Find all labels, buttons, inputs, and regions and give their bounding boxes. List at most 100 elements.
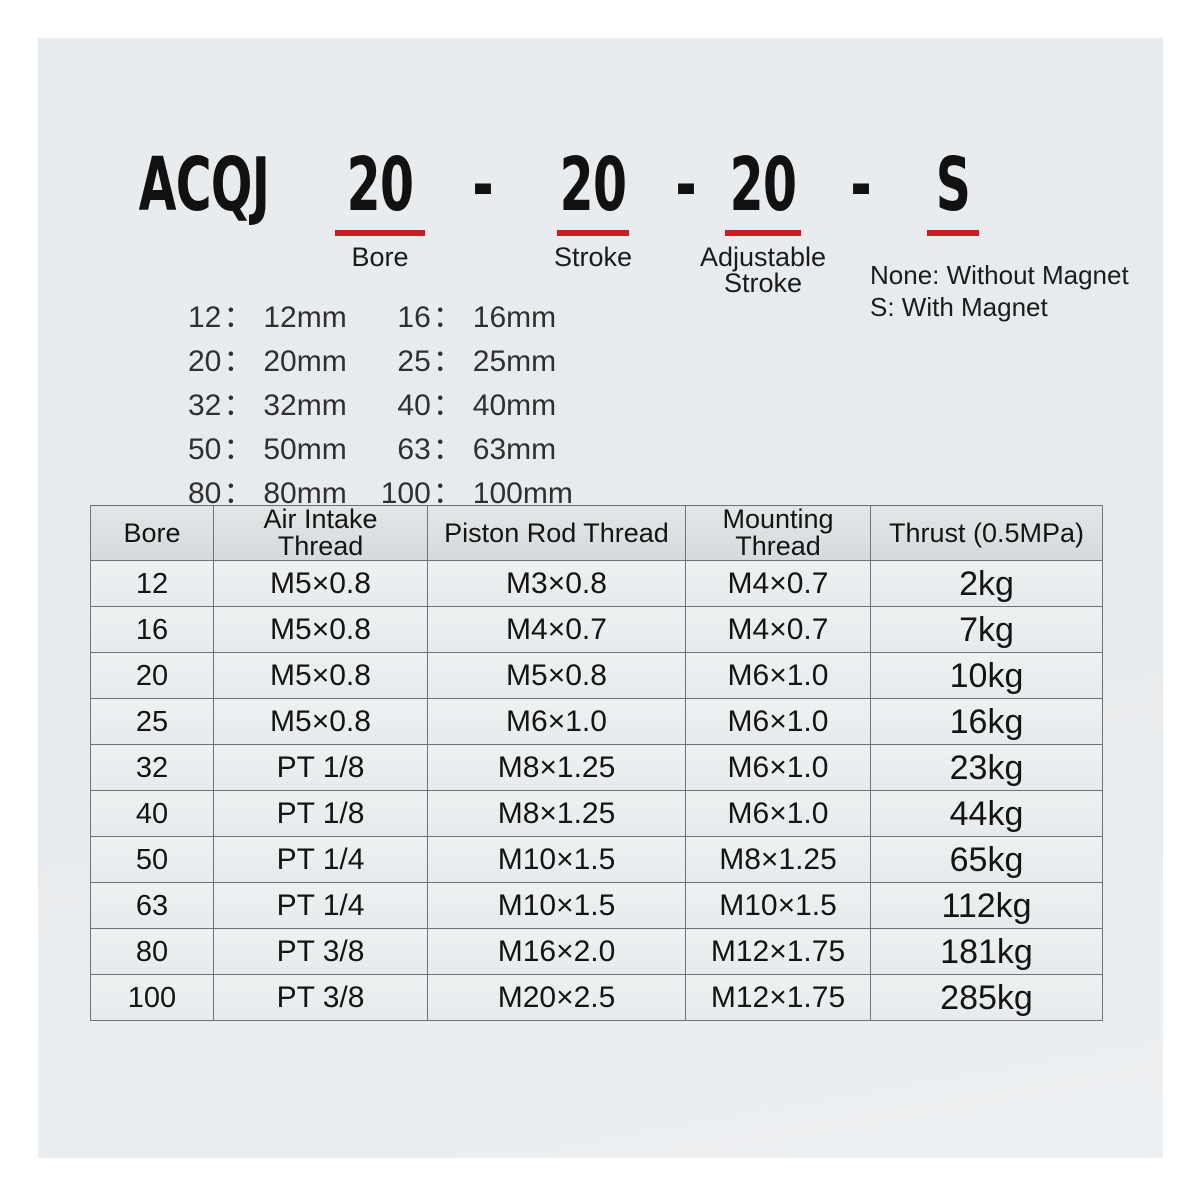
spec-table-body: 12 M5×0.8 M3×0.8 M4×0.7 2kg 16 M5×0.8 M4… [90,560,1103,1021]
model-segment-bore: 20 Bore [300,148,460,272]
separator-dash-3: - [850,142,872,228]
table-row: 50 PT 1/4 M10×1.5 M8×1.25 65kg [90,836,1103,883]
cell-air: PT 1/8 [213,790,428,837]
cell-thrust: 44kg [870,790,1103,837]
cell-rod: M10×1.5 [427,836,686,883]
cell-rod: M4×0.7 [427,606,686,653]
cell-air: M5×0.8 [213,698,428,745]
table-row: 32 PT 1/8 M8×1.25 M6×1.0 23kg [90,744,1103,791]
cell-air: PT 1/4 [213,836,428,883]
cell-rod: M3×0.8 [427,560,686,607]
spec-header-row: Bore Air Intake Thread Piston Rod Thread… [90,505,1103,561]
bore-option-row: 20 ： 20mm 25 ： 25mm [188,340,607,384]
cell-rod: M16×2.0 [427,928,686,975]
cell-mount: M4×0.7 [685,606,871,653]
header-mounting-thread: Mounting Thread [685,505,871,561]
bore-option-key: 25 [397,345,431,378]
magnet-red-underline [927,230,979,236]
cell-thrust: 10kg [870,652,1103,699]
table-row: 16 M5×0.8 M4×0.7 M4×0.7 7kg [90,606,1103,653]
bore-option-value: 63mm [472,433,557,466]
bore-option-key: 100 [380,477,431,510]
bore-option-value: 80mm [263,477,347,510]
bore-option-key: 50 [188,433,222,466]
bore-label: Bore [351,242,409,272]
header-piston-rod-thread: Piston Rod Thread [427,505,686,561]
cell-bore: 32 [90,744,214,791]
model-code-breakdown: ACQJ 20 Bore - 20 Stroke - 20 Adjustable [38,38,1163,1158]
cell-rod: M6×1.0 [427,698,686,745]
model-segment-stroke: 20 Stroke [513,148,673,272]
cell-air: M5×0.8 [213,606,428,653]
cell-thrust: 65kg [870,836,1103,883]
bore-option-list-body: 12 ： 12mm 16 ： 16mm 20 ： 20mm 25 ： 25mm … [188,296,607,516]
cell-air: PT 1/8 [213,744,428,791]
cell-bore: 50 [90,836,214,883]
cell-thrust: 16kg [870,698,1103,745]
cell-bore: 63 [90,882,214,929]
adjustable-stroke-label-line1: Adjustable [699,242,827,272]
bore-option-key: 20 [188,345,222,378]
magnet-code-text: S [935,142,971,228]
bore-option-key: 80 [188,477,222,510]
separator-dash-1: - [472,142,494,228]
cell-mount: M6×1.0 [685,652,871,699]
bore-option-key: 40 [397,389,431,422]
header-mounting-line2: Thread [735,531,821,561]
bore-red-underline [335,230,425,236]
cell-rod: M8×1.25 [427,744,686,791]
table-row: 12 M5×0.8 M3×0.8 M4×0.7 2kg [90,560,1103,607]
model-series-group: ACQJ [108,148,288,222]
bore-option-colon: ： [432,345,463,378]
content-panel: ACQJ 20 Bore - 20 Stroke - 20 Adjustable [38,38,1163,1158]
bore-option-value: 40mm [472,389,557,422]
bore-option-row: 50 ： 50mm 63 ： 63mm [188,428,607,472]
cell-thrust: 23kg [870,744,1103,791]
bore-option-colon: ： [223,433,254,466]
adjustable-stroke-label-line2: Stroke [723,268,803,298]
cell-air: PT 1/4 [213,882,428,929]
cell-rod: M5×0.8 [427,652,686,699]
cell-thrust: 7kg [870,606,1103,653]
cell-air: M5×0.8 [213,652,428,699]
table-row: 100 PT 3/8 M20×2.5 M12×1.75 285kg [90,974,1103,1021]
specification-table: Bore Air Intake Thread Piston Rod Thread… [90,505,1103,1021]
cell-bore: 40 [90,790,214,837]
cell-bore: 20 [90,652,214,699]
cell-thrust: 285kg [870,974,1103,1021]
bore-option-colon: ： [223,345,254,378]
spec-table-head: Bore Air Intake Thread Piston Rod Thread… [90,505,1103,561]
cell-bore: 12 [90,560,214,607]
bore-option-colon: ： [223,301,254,334]
header-air-intake-line2: Thread [277,531,364,561]
bore-option-value: 25mm [472,345,557,378]
stroke-code-text: 20 [559,142,627,228]
cell-mount: M12×1.75 [685,974,871,1021]
bore-option-value: 50mm [263,433,347,466]
bore-option-row: 32 ： 32mm 40 ： 40mm [188,384,607,428]
separator-dash-2: - [675,142,697,228]
cell-thrust: 181kg [870,928,1103,975]
cell-rod: M8×1.25 [427,790,686,837]
cell-air: PT 3/8 [213,928,428,975]
magnet-note-line1: None: Without Magnet [870,260,1129,290]
adjustable-stroke-code-text: 20 [729,142,797,228]
cell-rod: M20×2.5 [427,974,686,1021]
bore-option-row: 12 ： 12mm 16 ： 16mm [188,296,607,340]
bore-option-key: 12 [188,301,222,334]
cell-rod: M10×1.5 [427,882,686,929]
cell-mount: M6×1.0 [685,698,871,745]
bore-option-colon: ： [432,301,463,334]
table-row: 40 PT 1/8 M8×1.25 M6×1.0 44kg [90,790,1103,837]
cell-bore: 80 [90,928,214,975]
bore-code-text: 20 [346,142,414,228]
table-row: 25 M5×0.8 M6×1.0 M6×1.0 16kg [90,698,1103,745]
header-air-intake-thread: Air Intake Thread [213,505,428,561]
cell-thrust: 2kg [870,560,1103,607]
bore-option-value: 12mm [263,301,347,334]
cell-air: PT 3/8 [213,974,428,1021]
header-bore: Bore [90,505,214,561]
cell-thrust: 112kg [870,882,1103,929]
cell-bore: 16 [90,606,214,653]
